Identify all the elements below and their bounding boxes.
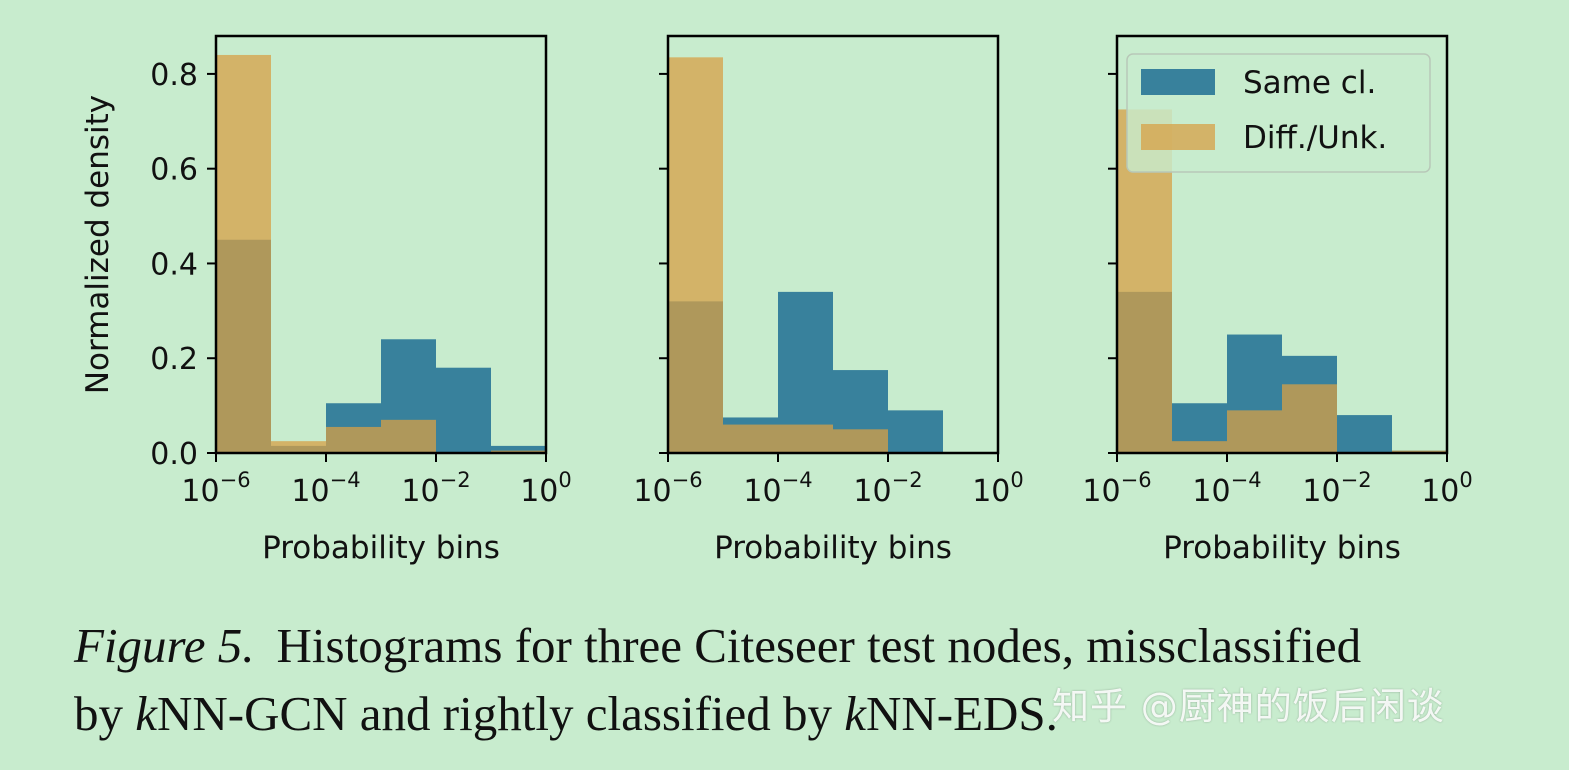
legend-swatch-diff-unknown (1141, 124, 1215, 150)
bar-diff-unknown-bin-2 (1172, 441, 1227, 453)
x-tick-label: 10−2 (401, 468, 470, 509)
bar-diff-unknown-bin-3 (778, 424, 833, 453)
x-axis-label: Probability bins (1163, 530, 1401, 566)
bar-diff-unknown-bin-3 (1227, 410, 1282, 453)
bar-diff-unknown-bin-3 (326, 426, 381, 453)
caption-text-2b: NN-EDS. (866, 686, 1058, 741)
x-tick-label: 10−4 (291, 468, 360, 509)
histogram-panel-2: 10−6 10−4 10−2 100 Probability bins (633, 34, 1024, 566)
x-tick-label: 10−4 (1192, 468, 1261, 509)
x-tick-label: 10−6 (1082, 468, 1151, 509)
x-tick-label: 100 (520, 468, 572, 509)
caption-k-1: k (135, 686, 157, 741)
caption-text-2a: NN-GCN and rightly classified by (157, 686, 845, 741)
legend-label-diff-unknown: Diff./Unk. (1243, 120, 1387, 156)
caption-k-2: k (844, 686, 866, 741)
figure-caption: Figure 5. Histograms for three Citeseer t… (74, 612, 1544, 748)
y-tick-label: 0.4 (150, 247, 198, 282)
axes-frame (1115, 34, 1449, 455)
bar-diff-unknown-bin-4 (381, 419, 436, 453)
x-tick-label: 10−6 (633, 468, 702, 509)
x-axis-label: Probability bins (714, 530, 952, 566)
bar-same-class-bin-5 (436, 367, 491, 453)
caption-line-2: by kNN-GCN and rightly classified by kNN… (74, 680, 1544, 748)
x-axis-label: Probability bins (262, 530, 500, 566)
caption-text-1: Histograms for three Citeseer test nodes… (276, 618, 1362, 673)
caption-line-1: Figure 5. Histograms for three Citeseer t… (74, 612, 1544, 680)
axes-frame (666, 34, 1000, 455)
figure-canvas: 10−6 10−4 10−2 100 0.0 0.2 0.4 0.6 0.8 Probabilit… (80, 34, 1473, 566)
bar-diff-unknown-bin-1 (216, 54, 271, 454)
caption-label: Figure 5. (74, 618, 255, 673)
histogram-panel-1: 10−6 10−4 10−2 100 0.0 0.2 0.4 0.6 0.8 Probabilit… (80, 34, 572, 566)
legend: Same cl. Diff./Unk. (1126, 53, 1431, 173)
y-tick-label: 0.0 (150, 437, 198, 472)
y-tick-label: 0.6 (150, 153, 198, 188)
x-tick-label: 10−2 (853, 468, 922, 509)
bar-diff-unknown-bin-4 (833, 429, 888, 453)
y-tick-label: 0.8 (150, 58, 198, 93)
histogram-panel-3: 10−6 10−4 10−2 100 Probability bins Same cl. D… (1082, 34, 1473, 566)
bar-diff-unknown-bin-1 (668, 57, 723, 454)
legend-label-same-class: Same cl. (1243, 65, 1376, 101)
x-tick-label: 10−6 (181, 468, 250, 509)
bar-diff-unknown-bin-4 (1282, 384, 1337, 453)
legend-swatch-same-class (1141, 69, 1215, 95)
x-tick-label: 10−2 (1302, 468, 1371, 509)
bar-same-class-bin-5 (1337, 415, 1392, 453)
y-axis-label: Normalized density (80, 95, 116, 394)
bar-diff-unknown-bin-2 (723, 424, 778, 453)
bar-same-class-bin-5 (888, 410, 943, 453)
bar-diff-unknown-bin-2 (271, 441, 326, 453)
bar-same-class-bin-6 (491, 445, 546, 453)
watermark: 知乎 @厨神的饭后闲谈 (1052, 685, 1445, 728)
y-tick-label: 0.2 (150, 342, 198, 377)
x-tick-label: 100 (972, 468, 1024, 509)
x-tick-label: 100 (1421, 468, 1473, 509)
caption-by: by (74, 686, 136, 741)
x-tick-label: 10−4 (743, 468, 812, 509)
axes-frame (214, 34, 548, 455)
